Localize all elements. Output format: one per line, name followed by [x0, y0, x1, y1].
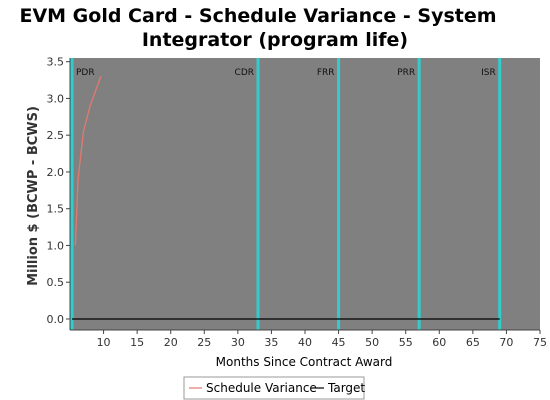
x-tick-label: 40 — [298, 336, 312, 349]
y-tick-label: 1.5 — [47, 203, 65, 216]
legend: Schedule Variance Target — [183, 376, 365, 400]
milestone-label-prr: PRR — [397, 68, 415, 78]
y-tick-label: 0.5 — [47, 276, 65, 289]
plot-area — [70, 58, 540, 330]
x-tick-label: 60 — [432, 336, 446, 349]
y-tick-label: 3.5 — [47, 56, 65, 69]
milestone-label-isr: ISR — [481, 68, 496, 78]
series-line-schedule-variance — [74, 76, 102, 246]
y-tick-label: 2.0 — [47, 166, 65, 179]
x-tick-label: 65 — [466, 336, 480, 349]
x-tick-label: 45 — [332, 336, 346, 349]
chart-title-line1: EVM Gold Card - Schedule Variance - Syst… — [19, 5, 496, 27]
x-tick-label: 15 — [130, 336, 144, 349]
x-tick-label: 25 — [197, 336, 211, 349]
x-tick-label: 55 — [399, 336, 413, 349]
milestone-label-cdr: CDR — [235, 68, 254, 78]
y-tick-label: 1.0 — [47, 239, 65, 252]
legend-box — [183, 376, 365, 400]
legend-label-target: Target — [327, 381, 365, 395]
x-tick-label: 35 — [264, 336, 278, 349]
chart-title-line2: Integrator (program life) — [142, 29, 408, 51]
x-tick-label: 75 — [533, 336, 547, 349]
x-tick-label: 10 — [97, 336, 111, 349]
y-tick-label: 0.0 — [47, 313, 65, 326]
y-tick-label: 3.0 — [47, 92, 65, 105]
y-axis-label: Million $ (BCWP - BCWS) — [26, 106, 41, 286]
legend-label-schedule-variance: Schedule Variance — [206, 381, 317, 395]
y-tick-label: 2.5 — [47, 129, 65, 142]
x-tick-label: 50 — [365, 336, 379, 349]
x-tick-label: 20 — [164, 336, 178, 349]
milestone-label-frr: FRR — [317, 68, 335, 78]
x-axis-label: Months Since Contract Award — [216, 355, 393, 369]
x-tick-label: 30 — [231, 336, 245, 349]
x-tick-label: 70 — [499, 336, 513, 349]
milestone-label-pdr: PDR — [76, 68, 95, 78]
